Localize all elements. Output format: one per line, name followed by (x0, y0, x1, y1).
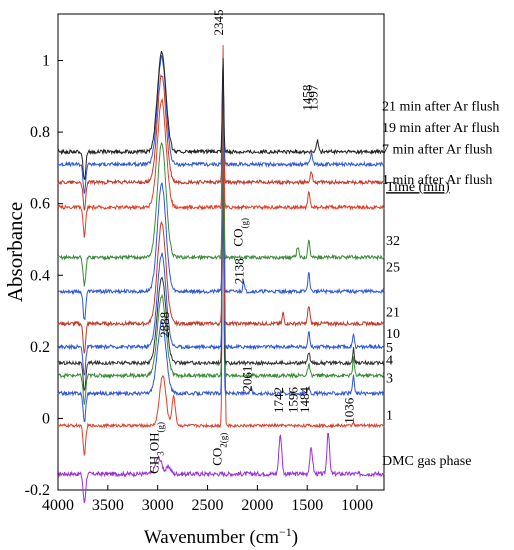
series-line (57, 135, 385, 376)
x-tick-label: 4000 (42, 497, 74, 514)
series-line (57, 144, 385, 423)
peak-label: 2345 (211, 9, 226, 35)
plot-frame (57, 13, 385, 491)
series-line (57, 114, 385, 321)
series-label: 3 (386, 372, 393, 387)
series-label: 21 min after Ar flush (382, 100, 499, 115)
series-label: 32 (386, 234, 400, 249)
x-axis-label: Wavenumber (cm−1) (144, 525, 298, 548)
species-label: CO2(g) (209, 433, 228, 466)
series-line (57, 98, 385, 287)
series-label: 7 min after Ar flush (382, 143, 492, 158)
series-label: 1 min after Ar flush (382, 173, 492, 188)
series-line (57, 432, 385, 504)
series-label: 19 min after Ar flush (382, 121, 499, 136)
series-line (57, 144, 385, 405)
y-tick-label: -0.2 (25, 482, 50, 499)
species-label: CO(g) (230, 218, 249, 247)
peak-label: 1484 (297, 387, 312, 414)
x-tick-label: 1000 (341, 497, 373, 514)
x-tick-label: 3000 (142, 497, 174, 514)
series-line (57, 45, 385, 456)
series-line (57, 54, 385, 194)
y-tick-label: 0.8 (30, 124, 50, 141)
series-line (57, 72, 385, 238)
series-label: 5 (386, 341, 393, 356)
y-tick-label: 1 (42, 53, 50, 70)
series-layer (57, 45, 385, 504)
series-label: 1 (386, 408, 393, 423)
y-tick-label: 0.4 (30, 267, 50, 284)
peak-label: 1458 (299, 85, 314, 111)
y-axis-label: Absorbance (3, 202, 27, 302)
y-tick-label: 0.2 (30, 339, 50, 356)
y-tick-label: 0 (42, 410, 50, 427)
peak-label: 2138 (232, 258, 247, 284)
peak-label: 2888 (157, 312, 172, 338)
peak-label: 1397 (306, 84, 321, 111)
axes: 4000 3500 3000 2500 2000 1500 1000 -0.2 0 0.2 0.4 0… (3, 13, 385, 548)
series-line (57, 50, 385, 181)
series-line (57, 141, 385, 392)
x-tick-label: 2000 (241, 497, 273, 514)
series-label: 10 (386, 327, 400, 342)
species-label: CH3OH(g) (147, 422, 166, 474)
x-tick-label: 1500 (291, 497, 323, 514)
peak-label: 1596 (286, 387, 301, 414)
peak-label: 1742 (271, 387, 286, 413)
series-line (57, 68, 385, 211)
y-tick-label: 0.6 (30, 196, 50, 213)
series-label: 25 (386, 261, 400, 276)
peak-label: 2061 (239, 366, 254, 392)
series-label: 4 (386, 354, 393, 369)
legend-header: Time (min) (386, 180, 450, 195)
series-label: DMC gas phase (382, 454, 471, 469)
series-line (57, 129, 385, 354)
x-tick-label: 3500 (92, 497, 124, 514)
peak-label: 1036 (341, 397, 356, 424)
x-tick-label: 2500 (192, 497, 224, 514)
series-label: 21 (386, 305, 400, 320)
